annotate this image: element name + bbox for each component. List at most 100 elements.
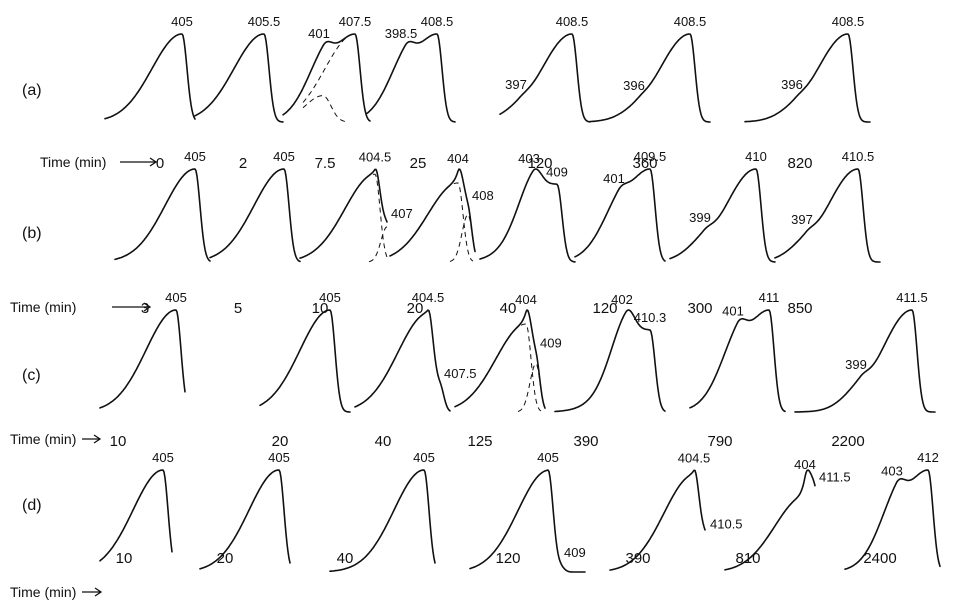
time-value-label: 3 <box>141 300 149 317</box>
time-axis-arrow-icon <box>120 157 158 167</box>
peak-label: 405 <box>152 450 174 465</box>
spectrum-trace <box>669 168 776 263</box>
time-axis-arrow-icon <box>82 587 103 597</box>
spectrum-trace <box>724 469 816 571</box>
peak-label: 396 <box>623 78 645 93</box>
peak-label: 408.5 <box>556 14 589 29</box>
peak-label: 407 <box>391 206 413 221</box>
time-value-label: 20 <box>217 550 234 567</box>
time-axis-label: Time (min) <box>10 299 76 315</box>
spectrum-panel: 397 408.5 120 <box>499 14 591 172</box>
peak-label: 398.5 <box>385 26 418 41</box>
peak-label: 405 <box>268 450 290 465</box>
peak-label: 403 <box>881 464 903 479</box>
time-value-label: 10 <box>110 433 127 450</box>
spectrum-panel: 405 3 <box>114 149 211 317</box>
spectrum-trace <box>574 168 666 262</box>
time-value-label: 0 <box>156 155 164 172</box>
spectrum-trace <box>194 33 284 123</box>
component-curve <box>302 33 371 122</box>
peak-label: 408.5 <box>832 14 865 29</box>
spectrum-trace <box>299 168 388 259</box>
spectrum-trace <box>366 33 456 123</box>
spectrum-panel: 403 412 2400 <box>844 450 941 570</box>
peak-label: 408.5 <box>421 14 454 29</box>
time-value-label: 2 <box>239 155 247 172</box>
peak-label: 396 <box>781 77 803 92</box>
peak-label: 410 <box>745 149 767 164</box>
spectrum-trace <box>744 33 871 123</box>
spectrum-panel: 405 40 <box>329 450 436 572</box>
peak-label: 404.5 <box>412 290 445 305</box>
spectrum-panel: 405 10 <box>99 450 174 567</box>
peak-label: 397 <box>791 212 813 227</box>
peak-label: 408 <box>472 188 494 203</box>
peak-label: 405 <box>319 290 341 305</box>
row-1: (a)Time (min)4050405.52401407.57.5398.54… <box>22 14 871 172</box>
time-value-label: 2200 <box>831 433 864 450</box>
spectrum-panel: 399 410 300 <box>669 149 776 317</box>
time-value-label: 820 <box>787 155 812 172</box>
peak-label: 405.5 <box>248 14 281 29</box>
peak-label: 405 <box>171 14 193 29</box>
row-label: (c) <box>22 367 41 384</box>
peak-label: 405 <box>537 450 559 465</box>
time-value-label: 125 <box>467 433 492 450</box>
row-3: (c) Time (min) 405 10 405 20 404.5407.54040440… <box>10 290 936 450</box>
spectrum-trace <box>499 33 591 123</box>
spectrum-trace <box>209 168 301 263</box>
time-value-label: 790 <box>707 433 732 450</box>
time-value-label: 120 <box>495 550 520 567</box>
spectrum-panel: 405 5 <box>209 149 301 317</box>
spectrum-panel: 403 409 40 <box>479 151 576 317</box>
time-value-label: 2400 <box>863 550 896 567</box>
spectrum-trace <box>199 469 291 570</box>
spectrum-trace <box>259 309 351 413</box>
peak-label: 402 <box>611 292 633 307</box>
row-2: (b)Time (min)40534055404.540710404408204… <box>10 149 881 317</box>
time-axis-label: Time (min) <box>10 431 76 447</box>
peak-label: 401 <box>603 171 625 186</box>
spectrum-panel: 405 0 <box>104 14 196 172</box>
peak-label: 411.5 <box>896 290 928 305</box>
peak-label: 405 <box>184 149 206 164</box>
time-value-label: 7.5 <box>315 155 336 172</box>
peak-label: 403 <box>518 151 540 166</box>
time-value-label: 810 <box>735 550 760 567</box>
spectrum-panel: 401 411 790 <box>689 290 786 450</box>
spectrum-trace <box>99 309 186 409</box>
time-value-label: 5 <box>234 300 242 317</box>
spectrum-panel: 405 20 <box>259 290 351 450</box>
peak-label: 397 <box>505 77 527 92</box>
peak-label: 409.5 <box>634 149 667 164</box>
peak-label: 412 <box>917 450 939 465</box>
peak-label: 404 <box>447 151 469 166</box>
time-axis-arrow-icon <box>112 302 152 312</box>
time-value-label: 25 <box>410 155 427 172</box>
spectrum-panel: 401 409.5 120 <box>574 149 667 317</box>
spectrum-panel: 405.52 <box>194 14 284 172</box>
component-curve <box>319 173 388 258</box>
spectrum-trace <box>844 469 941 570</box>
component-curve <box>409 182 474 262</box>
peak-label: 408.5 <box>674 14 707 29</box>
peak-label: 410.5 <box>710 517 743 532</box>
spectrum-panel: 404 409 125 <box>454 292 562 450</box>
peak-label: 399 <box>845 357 867 372</box>
spectrum-trace <box>774 168 881 263</box>
row-label: (d) <box>22 497 42 514</box>
spectrum-trace <box>104 33 196 120</box>
component-curve <box>302 95 348 123</box>
spectrum-panel: 405 409 120 <box>469 450 586 573</box>
peak-label: 409 <box>546 164 568 179</box>
peak-label: 404.5 <box>678 450 711 465</box>
peak-label: 405 <box>165 290 187 305</box>
spectrum-trace <box>794 309 936 413</box>
time-value-label: 120 <box>527 155 552 172</box>
time-value-label: 20 <box>272 433 289 450</box>
spectrum-panel: 404.5 407.5 40 <box>354 290 477 450</box>
